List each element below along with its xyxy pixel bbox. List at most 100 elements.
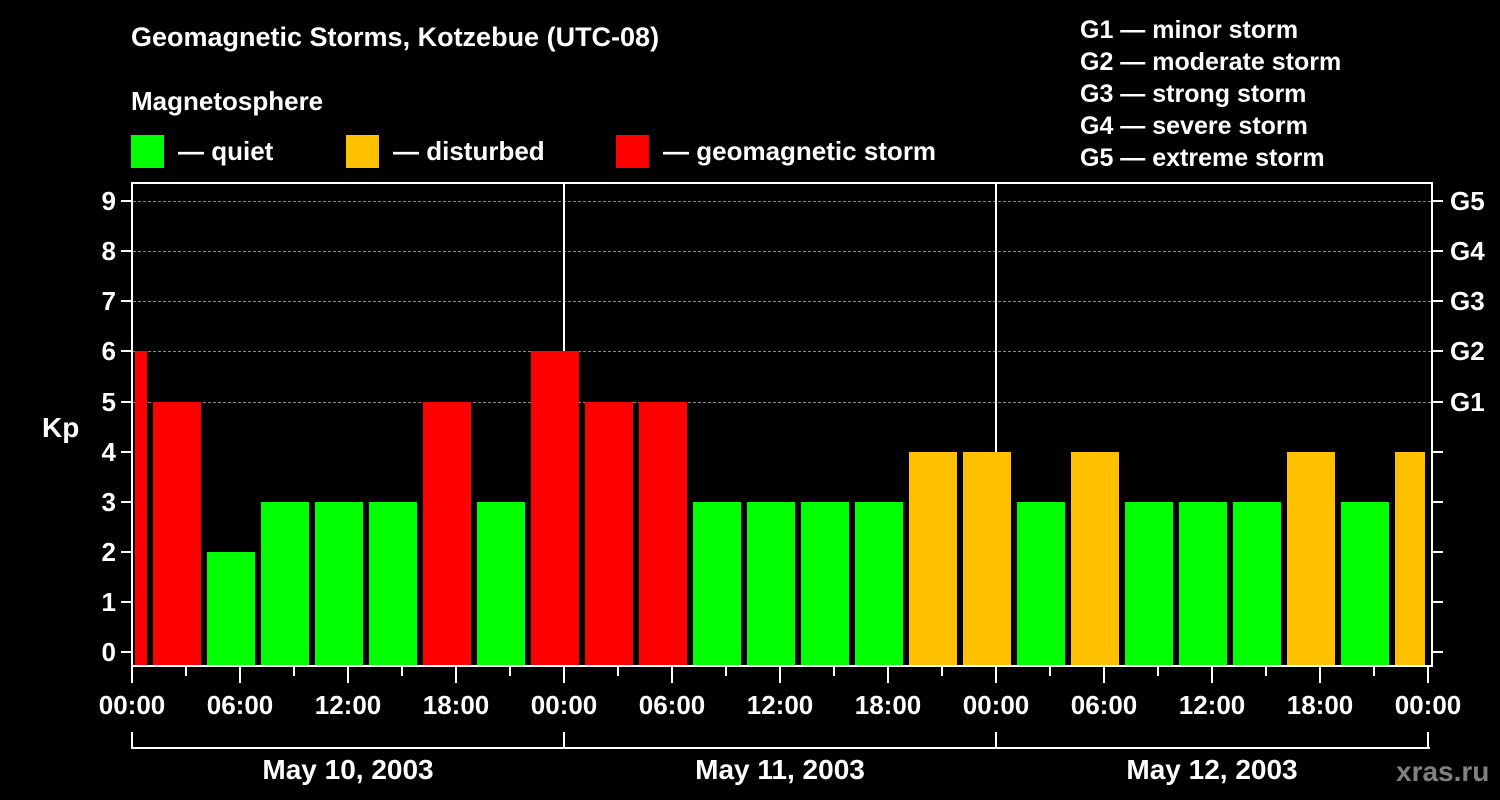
chart-title: Geomagnetic Storms, Kotzebue (UTC-08) — [131, 22, 660, 52]
y-tick-right — [1433, 600, 1443, 603]
day-divider — [995, 182, 997, 667]
g5-legend: G5 — extreme storm — [1080, 144, 1325, 172]
y-tick-right — [1433, 300, 1443, 303]
y-tick-label: 6 — [101, 336, 116, 367]
legend-quiet-label: — quiet — [178, 135, 274, 166]
x-major-tick — [995, 667, 997, 683]
kp-bar — [1287, 451, 1335, 667]
x-minor-tick — [617, 667, 619, 676]
date-label: May 12, 2003 — [1126, 754, 1298, 785]
y-tick-label: 9 — [101, 186, 116, 217]
g3-legend: G3 — strong storm — [1080, 80, 1307, 108]
kp-bar — [963, 451, 1011, 667]
kp-bar — [1233, 501, 1281, 667]
kp-bar — [747, 501, 795, 667]
kp-bar — [585, 401, 633, 667]
x-major-tick — [1103, 667, 1105, 683]
y-tick-label: 2 — [101, 536, 116, 567]
y-tick — [121, 200, 131, 203]
kp-bar — [801, 501, 849, 667]
legend-disturbed: — disturbed — [346, 134, 545, 168]
x-minor-tick — [509, 667, 511, 676]
legend-quiet: — quiet — [131, 134, 273, 168]
g-tick-label: G5 — [1450, 186, 1485, 217]
kp-bar — [909, 451, 957, 667]
y-tick-right — [1433, 500, 1443, 503]
y-tick-right — [1433, 200, 1443, 203]
y-tick-right — [1433, 250, 1443, 253]
kp-bar — [531, 351, 579, 667]
x-major-tick — [131, 667, 133, 683]
gridline — [133, 401, 1431, 403]
x-minor-tick — [1373, 667, 1375, 676]
g-tick-label: G3 — [1450, 286, 1485, 317]
y-tick — [121, 400, 131, 403]
y-tick — [121, 651, 131, 653]
date-bracket-end — [563, 732, 565, 749]
y-tick-label: 8 — [101, 236, 116, 267]
y-tick — [121, 450, 131, 453]
kp-bar — [1395, 451, 1425, 667]
x-major-tick — [563, 667, 565, 683]
y-tick — [121, 350, 131, 353]
kp-bar — [639, 401, 687, 667]
x-major-tick — [239, 667, 241, 683]
legend-storm: — geomagnetic storm — [616, 134, 936, 168]
kp-bar — [315, 501, 363, 667]
x-major-tick — [1319, 667, 1321, 683]
kp-bar — [477, 501, 525, 667]
y-tick — [121, 250, 131, 253]
x-major-tick — [671, 667, 673, 683]
x-tick-label: 00:00 — [98, 690, 166, 720]
x-tick-label: 00:00 — [530, 690, 598, 720]
x-tick-label: 18:00 — [854, 690, 922, 720]
g-scale-legend: G1 — minor storm G2 — moderate storm G3 … — [1080, 14, 1341, 174]
y-tick-right — [1433, 400, 1443, 403]
x-tick-label: 06:00 — [1070, 690, 1138, 720]
watermark: xras.ru — [1396, 756, 1490, 787]
x-major-tick — [347, 667, 349, 683]
gridline — [133, 301, 1431, 303]
plot-frame — [131, 182, 1433, 667]
y-tick-right — [1433, 651, 1443, 653]
kp-bar — [693, 501, 741, 667]
g4-legend: G4 — severe storm — [1080, 112, 1308, 140]
date-bracket-end — [995, 732, 997, 749]
x-major-tick — [455, 667, 457, 683]
y-tick — [121, 500, 131, 503]
x-minor-tick — [1049, 667, 1051, 676]
g-tick-label: G4 — [1450, 236, 1485, 267]
x-minor-tick — [185, 667, 187, 676]
x-tick-label: 12:00 — [314, 690, 382, 720]
y-tick-right — [1433, 550, 1443, 553]
x-minor-tick — [401, 667, 403, 676]
date-bracket-end — [1427, 732, 1429, 749]
x-tick-label: 00:00 — [1394, 690, 1462, 720]
y-tick — [121, 550, 131, 553]
g2-legend: G2 — moderate storm — [1080, 48, 1342, 76]
y-tick-label: 0 — [101, 637, 116, 667]
kp-bar — [261, 501, 309, 667]
x-minor-tick — [833, 667, 835, 676]
gridline — [133, 201, 1431, 203]
kp-bar — [1179, 501, 1227, 667]
x-major-tick — [887, 667, 889, 683]
x-tick-label: 12:00 — [1178, 690, 1246, 720]
kp-bar — [1017, 501, 1065, 667]
x-major-tick — [1211, 667, 1213, 683]
kp-bar — [1071, 451, 1119, 667]
x-minor-tick — [941, 667, 943, 676]
x-tick-label: 00:00 — [962, 690, 1030, 720]
kp-bar — [207, 551, 255, 667]
kp-bar — [855, 501, 903, 667]
x-tick-label: 06:00 — [206, 690, 274, 720]
g-tick-label: G1 — [1450, 386, 1485, 417]
x-tick-label: 18:00 — [1286, 690, 1354, 720]
date-bracket — [132, 747, 1430, 749]
kp-bar — [1125, 501, 1173, 667]
y-tick-label: 7 — [101, 286, 116, 317]
x-minor-tick — [725, 667, 727, 676]
y-tick-right — [1433, 350, 1443, 353]
legend-title: Magnetosphere — [131, 86, 324, 116]
gridline — [133, 351, 1431, 353]
